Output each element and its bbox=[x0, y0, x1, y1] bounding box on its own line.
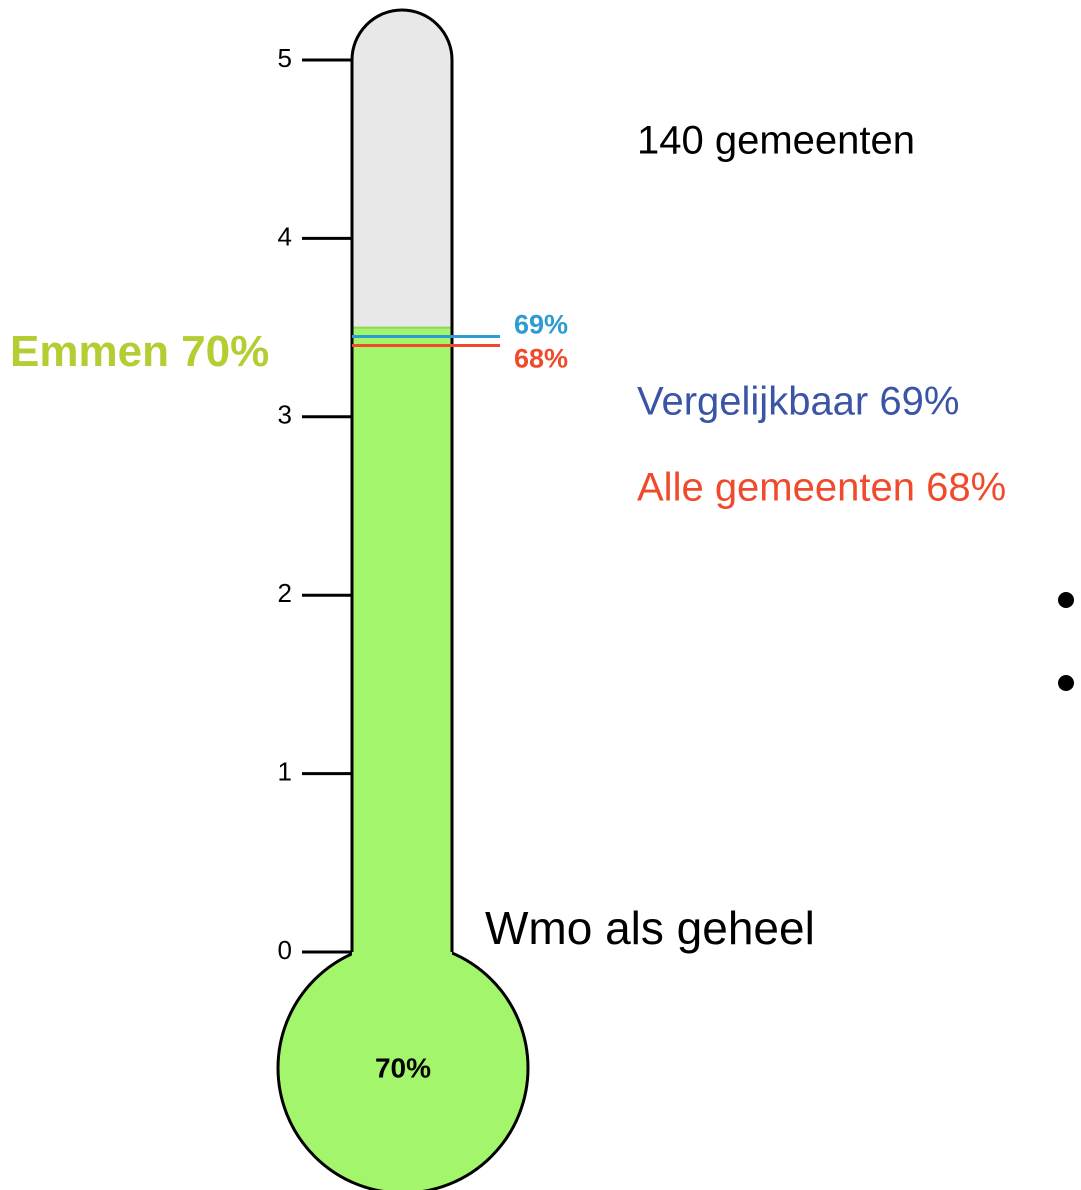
y-tick-label: 3 bbox=[278, 400, 292, 430]
reference-label: 69% bbox=[514, 310, 568, 340]
bulb-label: 70% bbox=[375, 1052, 431, 1083]
legend-entry: Alle gemeenten 68% bbox=[637, 466, 1006, 510]
legend-entry: Vergelijkbaar 69% bbox=[637, 380, 959, 424]
series-label: Emmen 70% bbox=[10, 327, 269, 376]
reference-label: 68% bbox=[514, 344, 568, 374]
bullet bbox=[1058, 592, 1074, 608]
chart-title: Wmo als geheel bbox=[485, 902, 815, 954]
subtitle: 140 gemeenten bbox=[637, 119, 915, 163]
y-tick-label: 5 bbox=[278, 43, 292, 73]
y-tick-label: 4 bbox=[278, 221, 292, 251]
tube-outline bbox=[350, 8, 454, 952]
y-tick-label: 1 bbox=[278, 756, 292, 786]
y-tick-label: 2 bbox=[278, 578, 292, 608]
y-tick-label: 0 bbox=[278, 935, 292, 965]
bullet bbox=[1058, 675, 1074, 691]
fill-level bbox=[352, 327, 452, 1001]
